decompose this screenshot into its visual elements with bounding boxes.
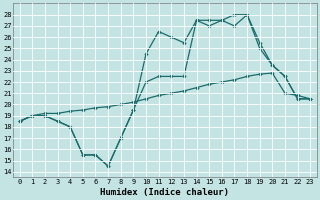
X-axis label: Humidex (Indice chaleur): Humidex (Indice chaleur) [100,188,229,197]
